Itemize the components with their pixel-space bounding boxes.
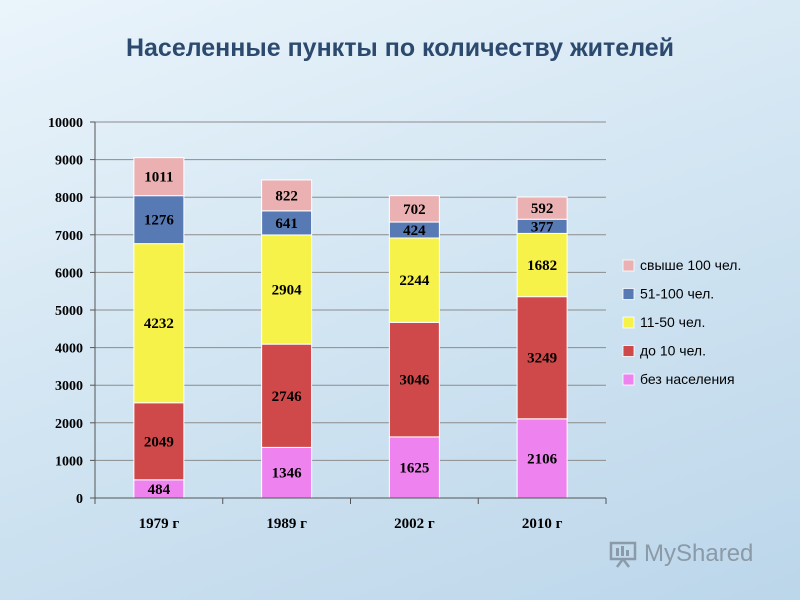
legend-swatch xyxy=(622,259,635,272)
watermark: MyShared xyxy=(608,538,753,570)
x-tick-label: 2002 г xyxy=(394,516,435,532)
legend-label: свыше 100 чел. xyxy=(640,257,741,273)
legend-swatch xyxy=(622,373,635,386)
bar-segment xyxy=(388,195,440,223)
bar-segment xyxy=(133,195,185,245)
data-label: 3249 xyxy=(527,351,557,367)
data-label: 424 xyxy=(403,223,426,239)
y-tick-label: 5000 xyxy=(55,304,83,319)
data-label: 2106 xyxy=(527,451,558,467)
data-labels: 484 2049 4232 1276 1011 1346 2746 2904 641 822 162… xyxy=(144,170,558,498)
data-label: 1625 xyxy=(399,460,429,476)
data-label: 592 xyxy=(531,201,554,217)
y-tick-label: 9000 xyxy=(55,154,83,169)
y-tick-label: 4000 xyxy=(55,342,83,357)
chart-title: Населенные пункты по количеству жителей xyxy=(125,34,675,62)
bar-segment xyxy=(388,321,440,438)
data-label: 822 xyxy=(275,188,298,204)
bar-segment xyxy=(516,418,568,499)
y-tick-label: 3000 xyxy=(55,379,83,394)
x-tick-label: 2010 г xyxy=(522,516,563,532)
bars xyxy=(133,157,568,499)
presentation-board-icon xyxy=(609,541,637,568)
data-label: 2746 xyxy=(272,389,303,405)
data-label: 484 xyxy=(148,482,171,498)
data-label: 1276 xyxy=(144,213,175,229)
data-label: 2049 xyxy=(144,434,174,450)
x-tick-label: 1979 г xyxy=(139,516,180,532)
data-label: 702 xyxy=(403,202,426,218)
y-tick-label: 6000 xyxy=(55,266,83,281)
data-label: 4232 xyxy=(144,316,174,332)
data-label: 3046 xyxy=(399,373,430,389)
legend-swatch xyxy=(622,345,635,357)
data-label: 641 xyxy=(275,216,298,232)
data-label: 2244 xyxy=(399,273,430,289)
y-tick-label: 0 xyxy=(76,492,83,507)
y-tick-label: 10000 xyxy=(48,116,83,131)
bar-segment xyxy=(133,243,185,404)
y-tick-label: 2000 xyxy=(55,417,83,432)
legend-label: до 10 чел. xyxy=(640,343,706,359)
legend: свыше 100 чел. 51-100 чел. 11-50 чел. до 10… xyxy=(622,257,741,387)
data-label: 377 xyxy=(531,219,554,235)
bar-segment xyxy=(516,232,568,298)
bar-segment xyxy=(261,179,313,212)
data-label: 1011 xyxy=(144,170,173,186)
bar-segment xyxy=(261,210,313,236)
y-tick-label: 8000 xyxy=(55,191,83,206)
bar-segment xyxy=(133,157,185,197)
legend-swatch xyxy=(622,316,635,329)
bar-segment xyxy=(133,402,185,481)
bar-segment xyxy=(388,237,440,323)
bar-segment xyxy=(388,436,440,499)
axes: 0 1000 2000 3000 4000 5000 6000 7000 8000 9000 100… xyxy=(48,116,607,532)
legend-label: 51-100 чел. xyxy=(640,286,714,302)
x-tick-label: 1989 г xyxy=(266,516,307,532)
legend-label: без населения xyxy=(640,371,735,387)
legend-label: 11-50 чел. xyxy=(640,314,705,330)
watermark-text: MyShared xyxy=(644,540,754,567)
bar-segment xyxy=(261,446,313,499)
y-tick-label: 7000 xyxy=(55,229,83,244)
data-label: 2904 xyxy=(272,283,303,299)
data-label: 1682 xyxy=(527,258,557,274)
y-tick-label: 1000 xyxy=(55,454,83,469)
legend-swatch xyxy=(622,288,635,300)
bar-segment xyxy=(516,196,568,220)
bar-segment xyxy=(261,343,313,448)
data-label: 1346 xyxy=(272,466,303,482)
